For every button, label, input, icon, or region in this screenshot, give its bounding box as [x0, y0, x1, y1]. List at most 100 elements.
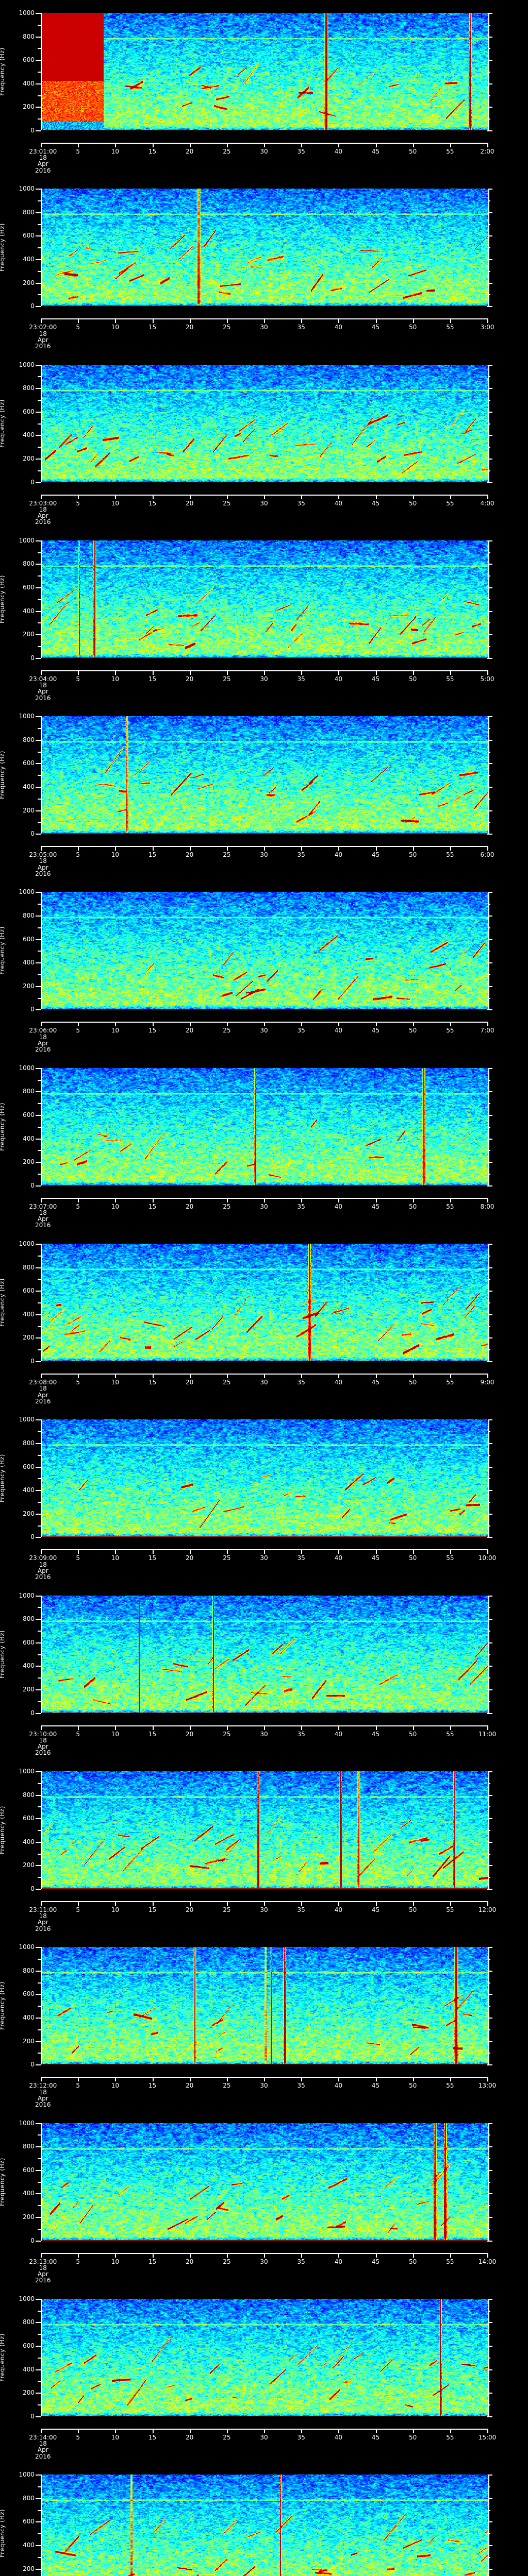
date-year: 2016 — [35, 166, 51, 174]
y-tick — [38, 775, 41, 776]
spectrogram-panel: 0 200 400 600 800 1000 Frequency (Hz) 23:08:00 1… — [0, 1231, 528, 1406]
x-tick — [78, 1725, 79, 1730]
x-tick-label: 50 — [409, 2258, 417, 2265]
y-tick — [36, 2369, 41, 2370]
x-tick — [226, 1197, 228, 1202]
x-tick-label: 55 — [446, 1554, 454, 1562]
x-tick — [189, 1725, 191, 1730]
y-tick — [38, 423, 41, 425]
spectrogram-canvas — [42, 1067, 488, 1185]
x-tick — [450, 1725, 451, 1730]
y-tick-right — [487, 611, 492, 612]
y-axis-label: Frequency (Hz) — [0, 1947, 7, 2064]
y-tick-label: 1000 — [19, 536, 35, 544]
y-tick — [36, 2545, 41, 2546]
y-tick — [38, 2158, 41, 2159]
start-time: 23:09:00 — [29, 1554, 57, 1562]
x-tick — [375, 1901, 377, 1906]
y-axis-label: Frequency (Hz) — [0, 540, 7, 658]
x-tick — [264, 318, 265, 324]
x-axis: 23:09:00 18 Apr 2016 5 10 15 20 25 30 35 40 45 50 55 10… — [29, 1549, 496, 1580]
x-tick — [78, 1549, 79, 1554]
y-tick-right — [487, 306, 492, 308]
date-year: 2016 — [35, 1222, 51, 1229]
x-tick-label: 20 — [186, 851, 194, 859]
x-tick — [450, 670, 451, 675]
x-tick-label: 20 — [186, 324, 194, 331]
spectrogram-image — [41, 1771, 489, 1889]
x-tick — [487, 1549, 488, 1554]
x-tick-label: 30 — [260, 675, 268, 683]
y-axis-label-text: Frequency (Hz) — [0, 575, 6, 623]
x-tick — [41, 1901, 42, 1906]
date-year: 2016 — [35, 1749, 51, 1757]
x-tick-label: 10 — [111, 2082, 119, 2090]
y-tick — [38, 72, 41, 73]
y-tick-label: 400 — [23, 2190, 35, 2197]
x-axis-end-time-label: 13:00 — [478, 2082, 497, 2090]
y-tick-label: 200 — [23, 806, 35, 814]
spectrogram-image — [41, 1244, 489, 1362]
x-tick — [41, 846, 42, 851]
x-tick — [264, 670, 265, 675]
spectrogram-canvas — [42, 892, 488, 1010]
x-tick — [487, 494, 488, 499]
x-tick-label: 10 — [111, 324, 119, 331]
y-tick — [36, 1642, 41, 1643]
x-tick — [264, 1549, 265, 1554]
y-tick-right — [487, 1267, 492, 1268]
y-tick — [36, 2170, 41, 2171]
x-tick-label: 55 — [446, 499, 454, 507]
x-tick — [264, 494, 265, 499]
x-tick-label: 20 — [186, 2433, 194, 2441]
x-tick — [189, 2428, 191, 2433]
y-tick — [38, 2357, 41, 2359]
x-tick-label: 20 — [186, 2082, 194, 2090]
x-tick-label: 55 — [446, 851, 454, 859]
y-tick — [38, 1431, 41, 1433]
y-axis: 0 200 400 600 800 1000 — [0, 185, 41, 309]
x-tick-label: 30 — [260, 148, 268, 155]
y-tick-right — [487, 2416, 492, 2417]
y-tick-right — [487, 2393, 492, 2394]
y-axis: 0 200 400 600 800 1000 — [0, 1592, 41, 1716]
y-tick — [36, 1666, 41, 1667]
x-tick-label: 55 — [446, 1379, 454, 1386]
y-axis: 0 200 400 600 800 1000 — [0, 10, 41, 133]
x-tick — [189, 670, 191, 675]
x-tick — [487, 1197, 488, 1202]
x-tick — [78, 1022, 79, 1027]
y-tick — [36, 60, 41, 61]
x-tick — [375, 1374, 377, 1379]
x-tick-label: 50 — [409, 675, 417, 683]
y-tick-right — [487, 1619, 492, 1620]
x-tick-label: 35 — [297, 148, 305, 155]
y-tick — [38, 2029, 41, 2030]
date-day: 18 — [39, 154, 47, 162]
x-tick — [189, 2077, 191, 2082]
x-tick-label: 20 — [186, 1730, 194, 1738]
y-tick-label: 800 — [23, 1791, 35, 1799]
spectrogram-canvas-wrap — [42, 892, 488, 1010]
y-axis-label: Frequency (Hz) — [0, 1596, 7, 1713]
y-tick — [38, 927, 41, 928]
y-tick-right — [487, 1443, 492, 1444]
y-tick-label: 400 — [23, 1310, 35, 1318]
x-tick-label: 35 — [297, 851, 305, 859]
y-tick-label: 800 — [23, 1615, 35, 1623]
y-tick-right — [487, 657, 492, 659]
y-axis: 0 200 400 600 800 1000 — [0, 888, 41, 1012]
x-tick-label: 45 — [371, 148, 380, 155]
y-tick-label: 800 — [23, 912, 35, 920]
y-tick-label: 1000 — [19, 888, 35, 896]
x-tick-label: 55 — [446, 324, 454, 331]
spectrogram-panel: 0 200 400 600 800 1000 Frequency (Hz) 23:04:00 1… — [0, 528, 528, 703]
y-tick-right — [487, 364, 492, 366]
y-tick-label: 0 — [30, 1533, 35, 1541]
x-tick — [450, 2077, 451, 2082]
y-tick — [36, 564, 41, 565]
x-tick — [301, 2428, 303, 2433]
x-tick — [152, 318, 154, 324]
y-tick — [36, 130, 41, 131]
y-tick — [36, 2064, 41, 2066]
